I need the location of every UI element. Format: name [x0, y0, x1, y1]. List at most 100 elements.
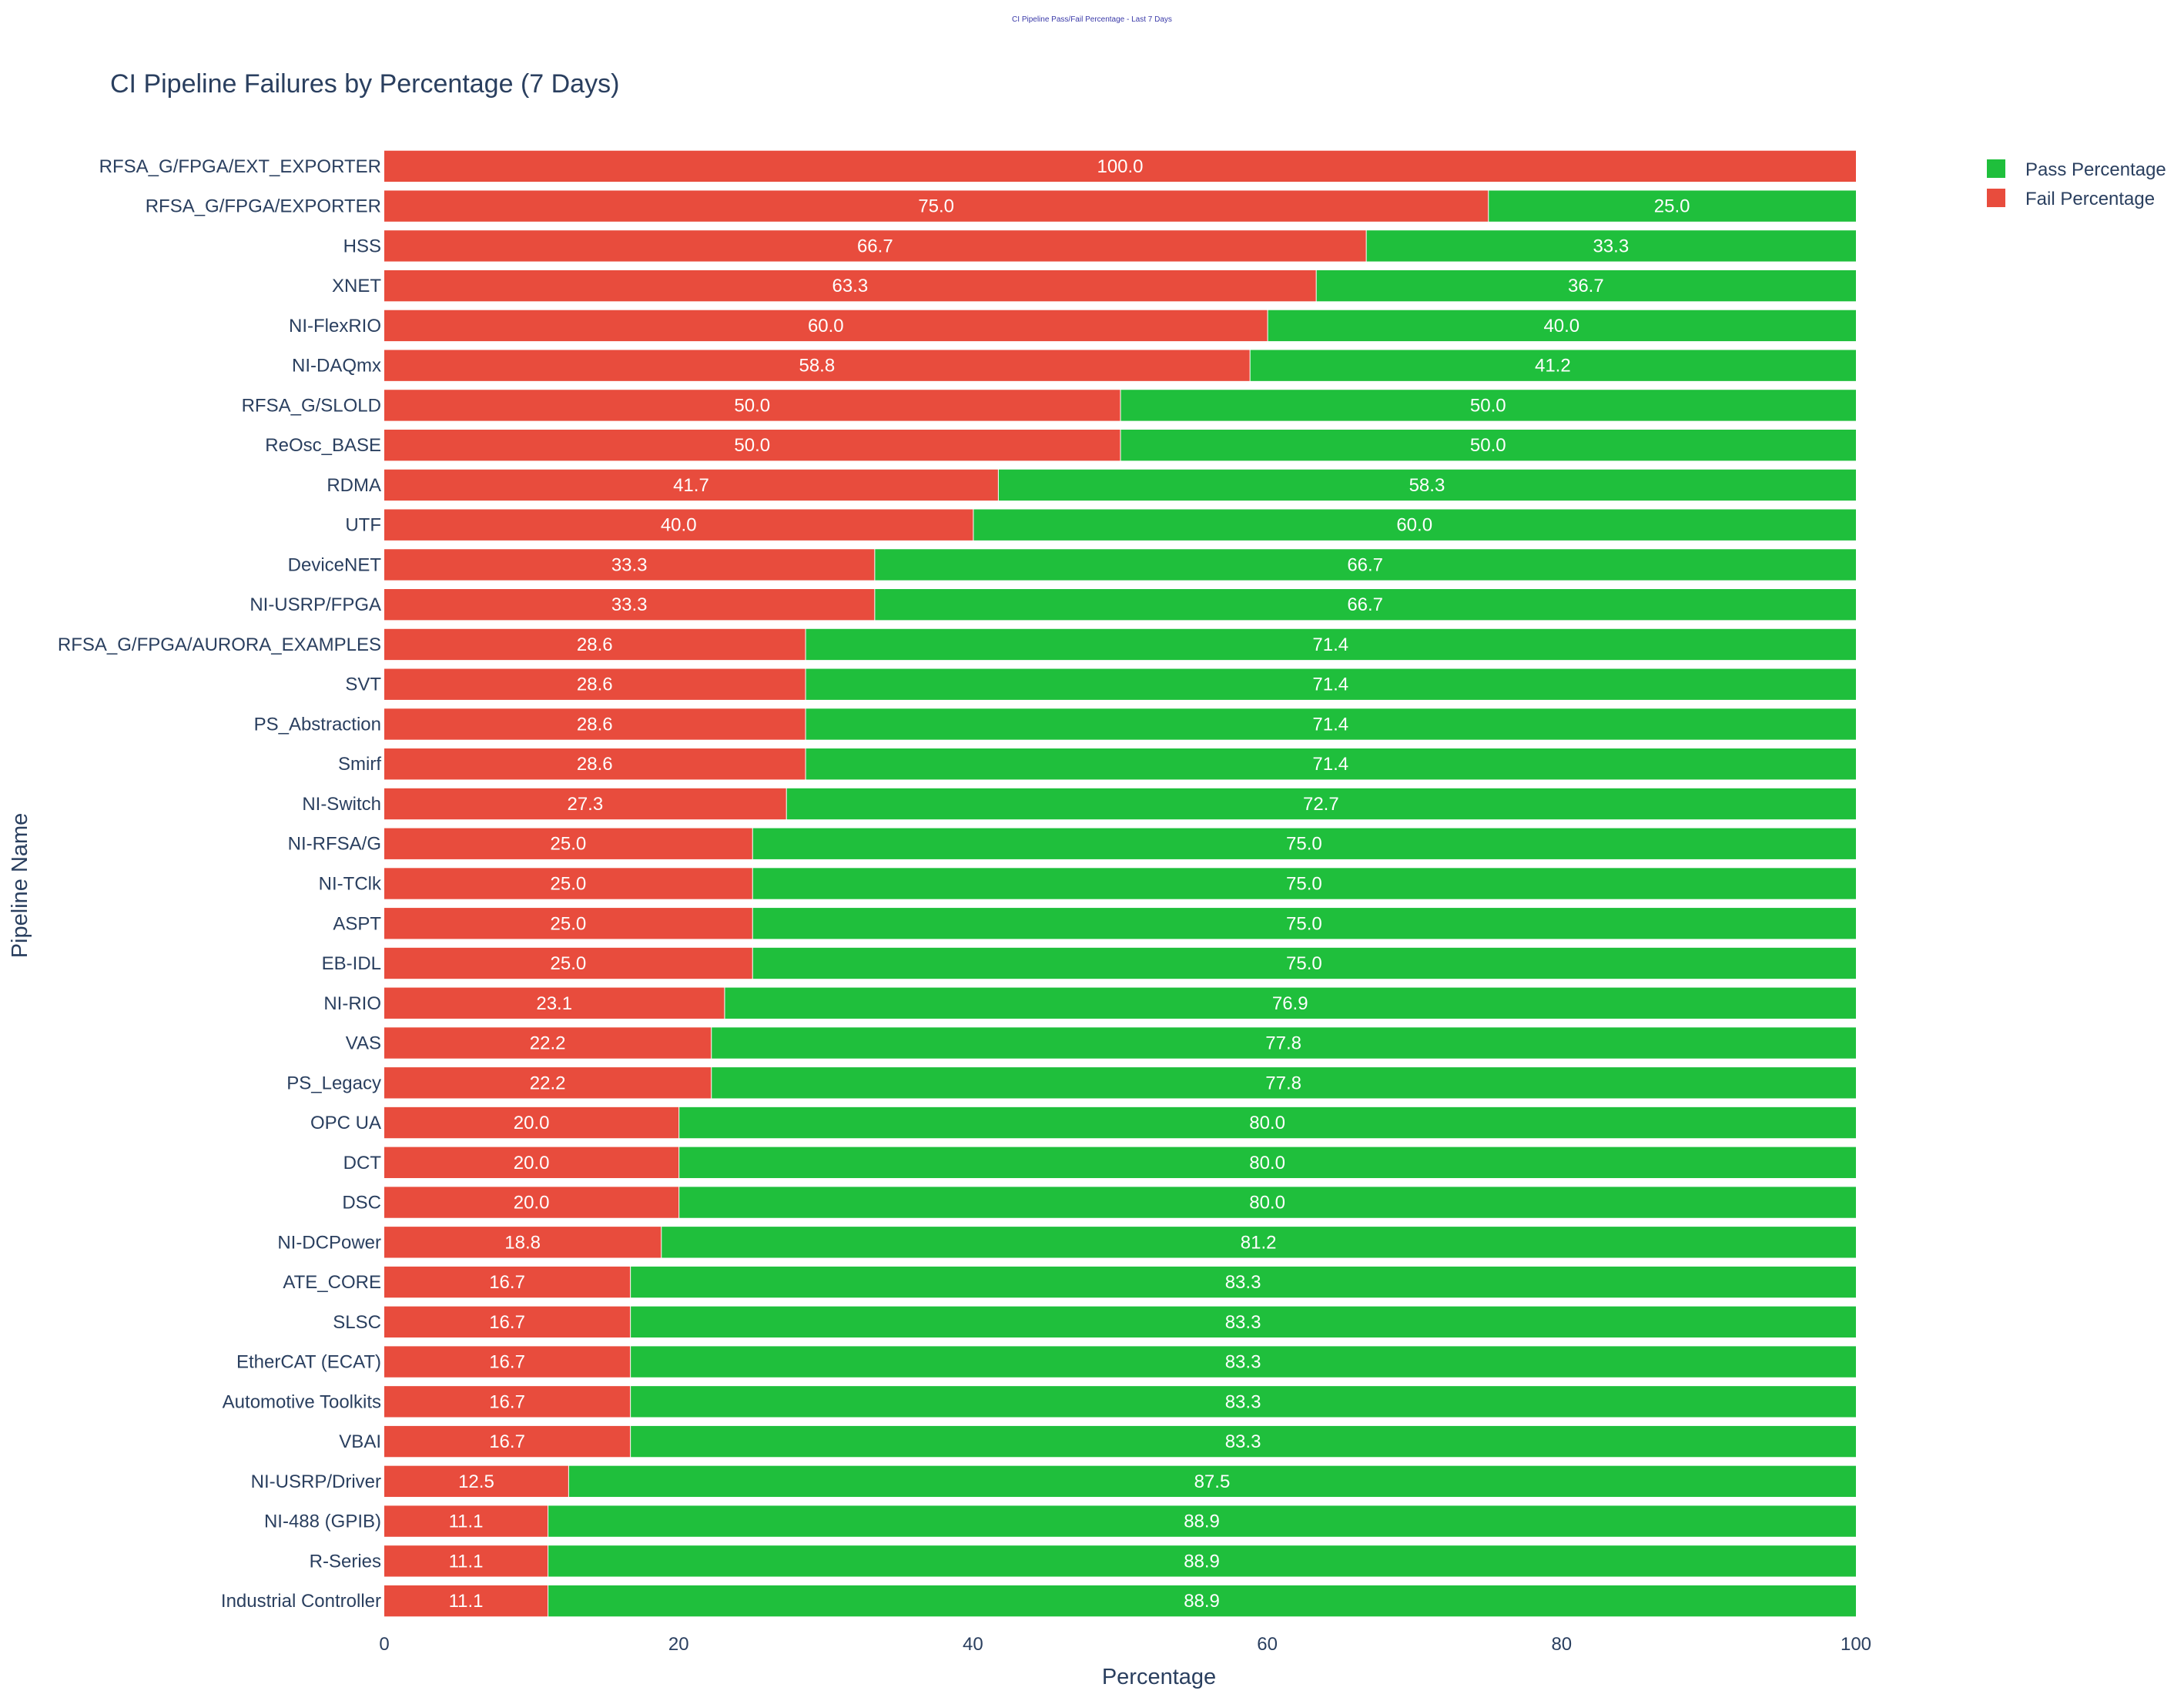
bar-fail[interactable]	[384, 1346, 631, 1378]
bar-pass[interactable]	[712, 1067, 1857, 1099]
bar-fail[interactable]	[384, 1106, 679, 1139]
category-label: ASPT	[333, 913, 381, 934]
bar-pass[interactable]	[1120, 429, 1857, 461]
bar-fail[interactable]	[384, 190, 1489, 222]
bar-fail[interactable]	[384, 549, 875, 581]
bar-fail[interactable]	[384, 1306, 631, 1338]
bar-fail[interactable]	[384, 1505, 548, 1537]
bar-label-pass: 81.2	[1241, 1232, 1277, 1253]
category-label: XNET	[332, 276, 381, 296]
bar-label-fail: 63.3	[832, 276, 868, 296]
bar-fail[interactable]	[384, 270, 1316, 302]
bar-fail[interactable]	[384, 668, 806, 700]
bar-fail[interactable]	[384, 469, 998, 501]
bar-fail[interactable]	[384, 350, 1250, 381]
bar-label-fail: 12.5	[458, 1471, 494, 1492]
bar-fail[interactable]	[384, 1067, 712, 1099]
bar-pass[interactable]	[725, 987, 1857, 1019]
bar-label-pass: 83.3	[1225, 1431, 1261, 1452]
legend-swatch[interactable]	[1987, 159, 2005, 178]
bar-label-fail: 100.0	[1097, 156, 1143, 177]
bar-fail[interactable]	[384, 429, 1120, 461]
bar-label-pass: 80.0	[1249, 1113, 1285, 1133]
legend-swatch[interactable]	[1987, 189, 2005, 207]
bar-label-pass: 75.0	[1286, 913, 1322, 934]
category-label: SVT	[345, 675, 381, 695]
bars-layer: 100.0 75.0 25.0 66.7 33.3 63.3 36.7 60.0 40.0 58.…	[384, 150, 1857, 1617]
bar-fail[interactable]	[384, 589, 875, 621]
bar-pass[interactable]	[786, 788, 1856, 820]
bar-label-fail: 25.0	[551, 874, 587, 895]
bar-fail[interactable]	[384, 390, 1120, 421]
bar-fail[interactable]	[384, 1227, 662, 1258]
bar-pass[interactable]	[752, 947, 1856, 979]
bar-fail[interactable]	[384, 230, 1366, 262]
bar-pass[interactable]	[1316, 270, 1856, 302]
bar-fail[interactable]	[384, 947, 752, 979]
bar-pass[interactable]	[568, 1465, 1856, 1498]
bar-fail[interactable]	[384, 1386, 631, 1418]
bar-pass[interactable]	[973, 509, 1856, 541]
bar-label-pass: 50.0	[1470, 435, 1506, 456]
bar-pass[interactable]	[1366, 230, 1856, 262]
legend[interactable]: Pass Percentage Fail Percentage	[1987, 159, 2166, 209]
category-label: Industrial Controller	[221, 1591, 381, 1612]
bar-pass[interactable]	[806, 748, 1856, 780]
bar-pass[interactable]	[875, 549, 1856, 581]
bar-pass[interactable]	[712, 1027, 1857, 1059]
category-label: NI-FlexRIO	[289, 316, 381, 336]
bar-pass[interactable]	[679, 1187, 1857, 1218]
bar-pass[interactable]	[752, 868, 1856, 899]
bar-label-fail: 16.7	[489, 1312, 525, 1333]
bar-pass[interactable]	[806, 668, 1856, 700]
bar-fail[interactable]	[384, 908, 752, 939]
bar-pass[interactable]	[548, 1545, 1856, 1577]
bar-pass[interactable]	[1268, 310, 1856, 342]
bar-pass[interactable]	[548, 1585, 1856, 1617]
category-label: NI-TClk	[319, 874, 382, 895]
bar-fail[interactable]	[384, 868, 752, 899]
bar-label-fail: 25.0	[551, 834, 587, 855]
bar-pass[interactable]	[998, 469, 1856, 501]
legend-label[interactable]: Fail Percentage	[2025, 189, 2155, 209]
bar-fail[interactable]	[384, 628, 806, 661]
bar-pass[interactable]	[631, 1346, 1857, 1378]
bar-pass[interactable]	[631, 1266, 1857, 1298]
bar-pass[interactable]	[1250, 350, 1856, 381]
bar-fail[interactable]	[384, 1027, 712, 1059]
legend-label[interactable]: Pass Percentage	[2025, 159, 2166, 180]
bar-fail[interactable]	[384, 1465, 568, 1498]
bar-pass[interactable]	[662, 1227, 1856, 1258]
bar-fail[interactable]	[384, 150, 1856, 182]
bar-pass[interactable]	[875, 589, 1856, 621]
bar-fail[interactable]	[384, 1147, 679, 1178]
bar-fail[interactable]	[384, 987, 725, 1019]
bar-fail[interactable]	[384, 788, 786, 820]
bar-pass[interactable]	[631, 1425, 1857, 1458]
bar-pass[interactable]	[679, 1147, 1857, 1178]
bar-fail[interactable]	[384, 1187, 679, 1218]
bar-pass[interactable]	[679, 1106, 1857, 1139]
bar-fail[interactable]	[384, 509, 973, 541]
bar-fail[interactable]	[384, 1585, 548, 1617]
bar-fail[interactable]	[384, 1425, 631, 1458]
bar-fail[interactable]	[384, 1266, 631, 1298]
bar-pass[interactable]	[1489, 190, 1856, 222]
bar-pass[interactable]	[752, 908, 1856, 939]
bar-pass[interactable]	[1120, 390, 1857, 421]
bar-pass[interactable]	[548, 1505, 1856, 1537]
bar-pass[interactable]	[631, 1306, 1857, 1338]
bar-pass[interactable]	[806, 708, 1856, 740]
bar-fail[interactable]	[384, 1545, 548, 1577]
bar-fail[interactable]	[384, 748, 806, 780]
bar-pass[interactable]	[806, 628, 1856, 661]
bar-pass[interactable]	[752, 828, 1856, 859]
bar-fail[interactable]	[384, 708, 806, 740]
bar-fail[interactable]	[384, 828, 752, 859]
category-label: NI-488 (GPIB)	[264, 1512, 381, 1532]
bar-label-fail: 22.2	[530, 1033, 566, 1054]
bar-fail[interactable]	[384, 310, 1268, 342]
category-label: OPC UA	[310, 1113, 381, 1133]
bar-pass[interactable]	[631, 1386, 1857, 1418]
